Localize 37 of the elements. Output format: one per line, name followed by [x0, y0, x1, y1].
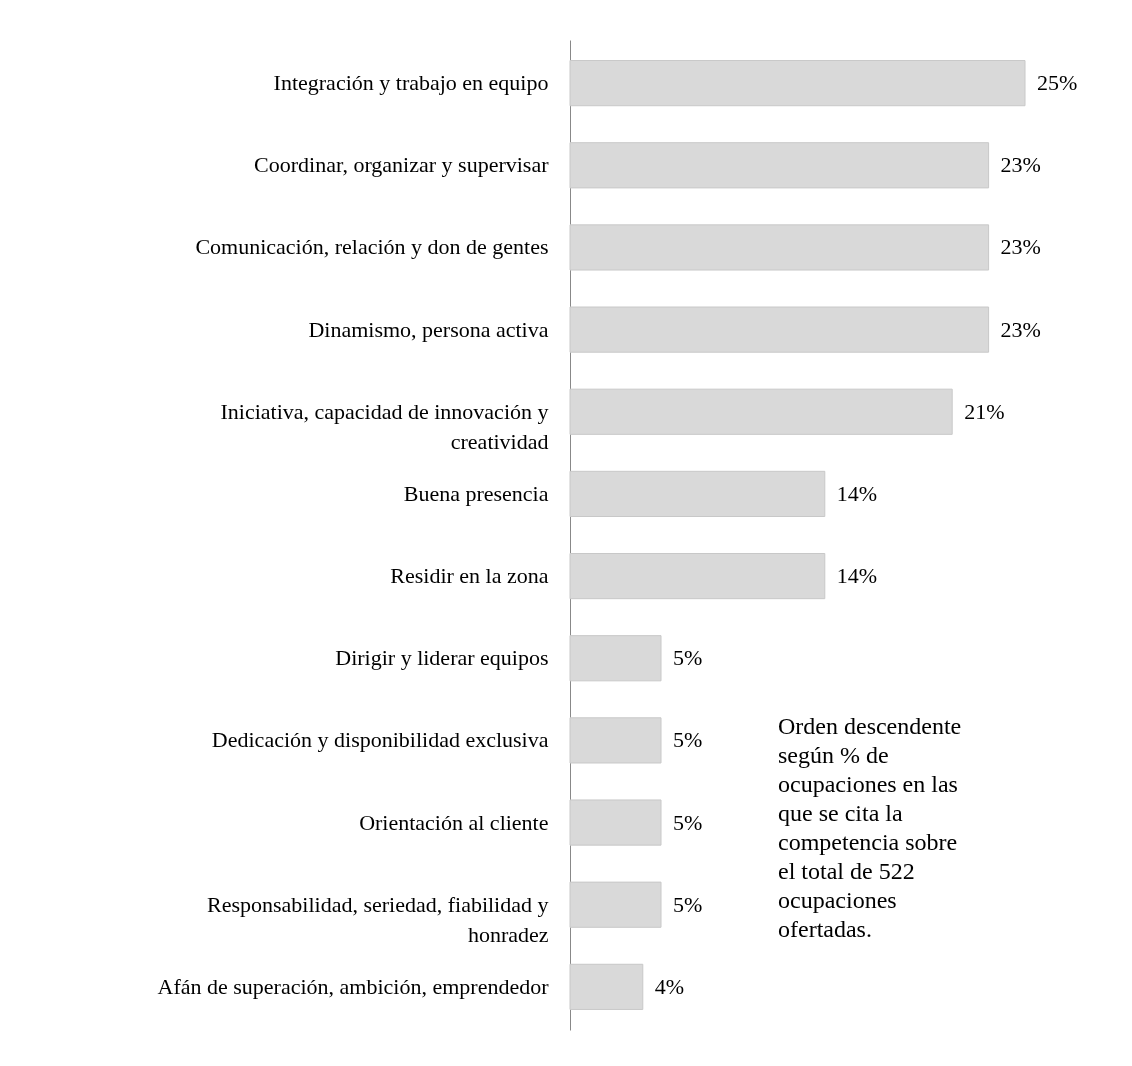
- data-label: 23%: [1000, 316, 1041, 342]
- data-label: 5%: [673, 727, 703, 753]
- data-label: 14%: [836, 480, 878, 506]
- y-tick-label: Dirigir y liderar equipos: [335, 645, 549, 671]
- bar: [569, 142, 990, 189]
- y-tick-label: Afán de superación, ambición, emprendedor: [157, 973, 550, 999]
- bar: [569, 635, 662, 682]
- bar: [569, 60, 1026, 107]
- bar: [569, 224, 990, 271]
- y-tick-label: Comunicación, relación y don de gentes: [195, 234, 549, 260]
- data-label: 5%: [673, 891, 703, 917]
- y-tick-label: Dedicación y disponibilidad exclusiva: [211, 727, 549, 753]
- data-label: 21%: [964, 398, 1005, 424]
- data-label: 23%: [1000, 234, 1041, 260]
- bar: [569, 717, 662, 764]
- y-tick-label: Dinamismo, persona activa: [308, 316, 549, 342]
- bar: [569, 388, 953, 435]
- data-label: 14%: [836, 563, 878, 589]
- bar: [569, 963, 644, 1010]
- y-tick-label: Residir en la zona: [390, 563, 549, 589]
- y-tick-label: Iniciativa, capacidad de innovación y creatividad: [220, 398, 549, 454]
- bar: [569, 799, 662, 846]
- bar: [569, 470, 826, 518]
- data-label: 5%: [673, 809, 703, 835]
- data-label: 5%: [673, 645, 703, 671]
- y-tick-label: Orientación al cliente: [359, 809, 549, 835]
- y-tick-label: Buena presencia: [403, 480, 549, 506]
- data-label: 4%: [654, 973, 685, 999]
- y-tick-label: Integración y trabajo en equipo: [273, 70, 549, 96]
- data-label: 25%: [1037, 70, 1078, 96]
- y-tick-label: Coordinar, organizar y supervisar: [254, 152, 550, 178]
- data-label: 23%: [1000, 152, 1041, 178]
- bar: [569, 552, 826, 600]
- bar: [569, 306, 990, 353]
- y-tick-label: Responsabilidad, seriedad, fiabilidad y honradez: [206, 891, 549, 947]
- bar: [569, 881, 662, 928]
- annotation: Orden descendente según % de ocupaciones en las que se cita la competencia sobre el total de 522 ocupaciones ofertadas.: [778, 713, 962, 942]
